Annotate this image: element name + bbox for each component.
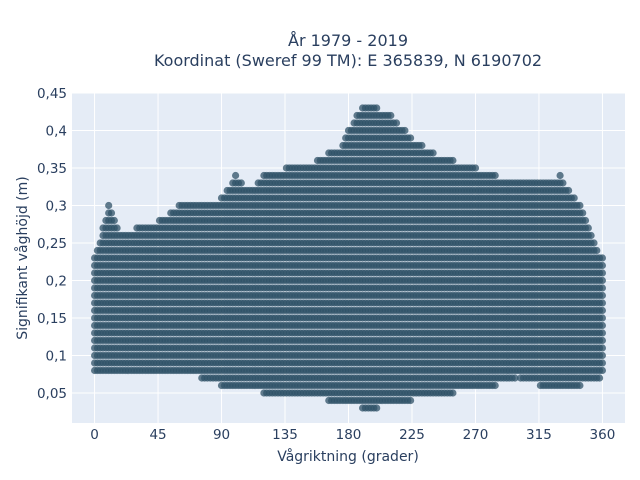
data-point xyxy=(232,171,240,180)
data-point xyxy=(392,119,401,127)
chart-title-line-2: Koordinat (Sweref 99 TM): E 365839, N 61… xyxy=(154,51,542,70)
data-point xyxy=(491,171,499,180)
data-point xyxy=(418,141,426,150)
chart-title: År 1979 - 2019 Koordinat (Sweref 99 TM):… xyxy=(154,31,542,70)
data-point xyxy=(401,126,409,135)
data-point xyxy=(579,209,587,217)
data-point xyxy=(407,134,415,142)
data-point xyxy=(471,164,480,172)
data-point xyxy=(556,171,564,180)
chart-title-line-1: År 1979 - 2019 xyxy=(288,31,408,50)
data-point xyxy=(576,381,584,390)
data-point xyxy=(373,404,381,412)
data-point xyxy=(373,104,381,112)
data-point xyxy=(407,396,415,405)
data-point xyxy=(570,194,578,202)
data-point xyxy=(429,149,437,157)
data-point xyxy=(107,209,116,217)
data-point xyxy=(113,224,121,232)
data-points xyxy=(91,104,607,412)
data-point xyxy=(110,216,118,225)
data-point xyxy=(449,156,457,165)
data-point xyxy=(237,179,245,187)
data-point xyxy=(565,186,573,195)
data-point xyxy=(387,111,395,120)
data-point xyxy=(449,389,457,397)
data-point xyxy=(559,179,567,187)
data-point xyxy=(511,374,519,382)
data-point xyxy=(105,201,113,210)
data-point xyxy=(491,381,499,390)
data-point xyxy=(576,201,584,210)
